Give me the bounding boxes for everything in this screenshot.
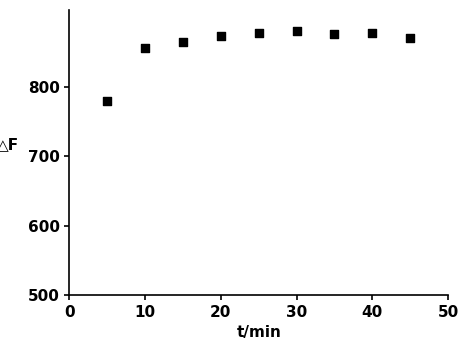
Point: [407, 35, 414, 41]
Point: [369, 30, 376, 35]
Point: [217, 33, 225, 39]
Point: [293, 28, 300, 34]
Point: [331, 31, 338, 37]
X-axis label: t/min: t/min: [236, 325, 281, 340]
Point: [255, 31, 262, 36]
Point: [179, 39, 187, 44]
Point: [141, 46, 149, 51]
Y-axis label: △F: △F: [0, 138, 19, 153]
Point: [103, 98, 111, 103]
